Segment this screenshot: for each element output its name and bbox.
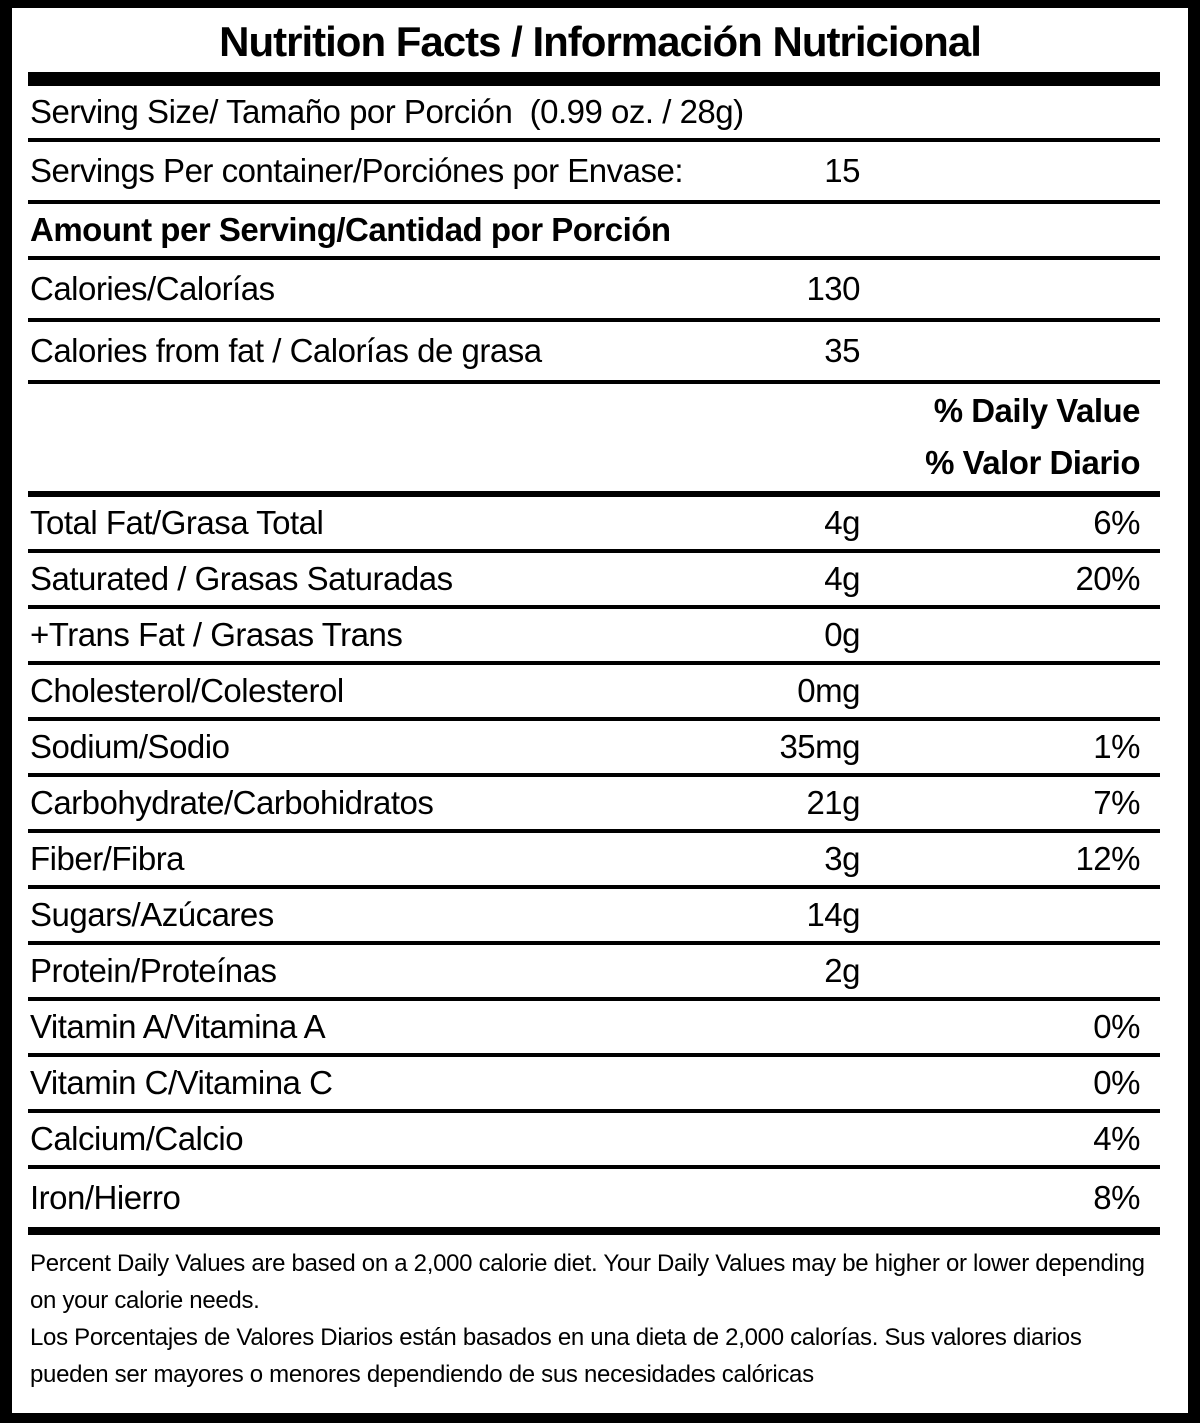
nutrient-daily-value: 12% xyxy=(1075,840,1140,877)
nutrient-label: Vitamin C/Vitamina C xyxy=(30,1064,333,1101)
nutrient-label: Calcium/Calcio xyxy=(30,1120,244,1157)
calories-value: 130 xyxy=(806,270,860,307)
nutrient-amount: 0g xyxy=(824,616,860,653)
calories-label: Calories/Calorías xyxy=(30,270,275,307)
label-body: Serving Size/ Tamaño por Porción (0.99 o… xyxy=(28,86,1160,1227)
nutrient-row-trans-fat: +Trans Fat / Grasas Trans 0g xyxy=(28,609,1160,665)
nutrient-row-carbohydrate: Carbohydrate/Carbohidratos 21g 7% xyxy=(28,777,1160,833)
nutrient-row-fiber: Fiber/Fibra 3g 12% xyxy=(28,833,1160,889)
calories-from-fat-value: 35 xyxy=(824,332,860,369)
footnote-divider xyxy=(28,1227,1160,1235)
nutrient-row-vitamin-c: Vitamin C/Vitamina C 0% xyxy=(28,1057,1160,1113)
nutrient-daily-value: 6% xyxy=(1093,504,1140,541)
nutrient-daily-value: 0% xyxy=(1093,1064,1140,1101)
calories-row: Calories/Calorías 130 xyxy=(28,260,1160,322)
calories-from-fat-label: Calories from fat / Calorías de grasa xyxy=(30,332,542,369)
nutrient-row-calcium: Calcium/Calcio 4% xyxy=(28,1113,1160,1169)
nutrient-row-cholesterol: Cholesterol/Colesterol 0mg xyxy=(28,665,1160,721)
nutrient-amount: 21g xyxy=(806,784,860,821)
amount-per-serving-heading-row: Amount per Serving/Cantidad por Porción xyxy=(28,204,1160,260)
nutrient-label: Sodium/Sodio xyxy=(30,728,230,765)
nutrient-label: Saturated / Grasas Saturadas xyxy=(30,560,453,597)
daily-value-header-es: % Valor Diario xyxy=(925,444,1140,481)
footnote: Percent Daily Values are based on a 2,00… xyxy=(28,1235,1160,1393)
nutrient-row-saturated-fat: Saturated / Grasas Saturadas 4g 20% xyxy=(28,553,1160,609)
nutrient-label: Iron/Hierro xyxy=(30,1179,181,1216)
nutrient-daily-value: 7% xyxy=(1093,784,1140,821)
nutrient-label: Cholesterol/Colesterol xyxy=(30,672,344,709)
servings-per-container-row: Servings Per container/Porciónes por Env… xyxy=(28,142,1160,204)
nutrient-label: Total Fat/Grasa Total xyxy=(30,504,324,541)
daily-value-header: % Daily Value % Valor Diario xyxy=(28,384,1160,497)
nutrient-amount: 2g xyxy=(824,952,860,989)
servings-per-container-value: 15 xyxy=(824,152,860,189)
daily-value-header-en: % Daily Value xyxy=(933,392,1141,429)
nutrient-daily-value: 0% xyxy=(1093,1008,1140,1045)
nutrient-label: Carbohydrate/Carbohidratos xyxy=(30,784,434,821)
nutrient-label: +Trans Fat / Grasas Trans xyxy=(30,616,403,653)
nutrient-label: Vitamin A/Vitamina A xyxy=(30,1008,326,1045)
serving-size-row: Serving Size/ Tamaño por Porción (0.99 o… xyxy=(28,86,1160,142)
nutrient-amount: 3g xyxy=(824,840,860,877)
title-divider-bar xyxy=(28,72,1160,86)
nutrient-amount: 14g xyxy=(806,896,860,933)
nutrient-amount: 35mg xyxy=(779,728,860,765)
nutrient-row-iron: Iron/Hierro 8% xyxy=(28,1169,1160,1227)
nutrient-row-vitamin-a: Vitamin A/Vitamina A 0% xyxy=(28,1001,1160,1057)
nutrient-row-sodium: Sodium/Sodio 35mg 1% xyxy=(28,721,1160,777)
nutrient-daily-value: 4% xyxy=(1093,1120,1140,1157)
nutrient-label: Protein/Proteínas xyxy=(30,952,277,989)
nutrient-label: Sugars/Azúcares xyxy=(30,896,274,933)
serving-size-text: Serving Size/ Tamaño por Porción (0.99 o… xyxy=(30,93,744,130)
label-title: Nutrition Facts / Información Nutriciona… xyxy=(219,18,982,65)
nutrient-amount: 0mg xyxy=(797,672,860,709)
nutrient-daily-value: 20% xyxy=(1075,560,1140,597)
amount-per-serving-heading: Amount per Serving/Cantidad por Porción xyxy=(30,211,671,248)
nutrient-daily-value: 8% xyxy=(1093,1179,1140,1216)
footnote-spanish: Los Porcentajes de Valores Diarios están… xyxy=(30,1324,1082,1388)
nutrient-daily-value: 1% xyxy=(1093,728,1140,765)
nutrient-row-protein: Protein/Proteínas 2g xyxy=(28,945,1160,1001)
nutrient-row-total-fat: Total Fat/Grasa Total 4g 6% xyxy=(28,497,1160,553)
servings-per-container-label: Servings Per container/Porciónes por Env… xyxy=(30,152,684,189)
nutrient-amount: 4g xyxy=(824,560,860,597)
nutrient-label: Fiber/Fibra xyxy=(30,840,185,877)
calories-from-fat-row: Calories from fat / Calorías de grasa 35 xyxy=(28,322,1160,384)
nutrient-row-sugars: Sugars/Azúcares 14g xyxy=(28,889,1160,945)
footnote-english: Percent Daily Values are based on a 2,00… xyxy=(30,1250,1145,1314)
nutrient-amount: 4g xyxy=(824,504,860,541)
